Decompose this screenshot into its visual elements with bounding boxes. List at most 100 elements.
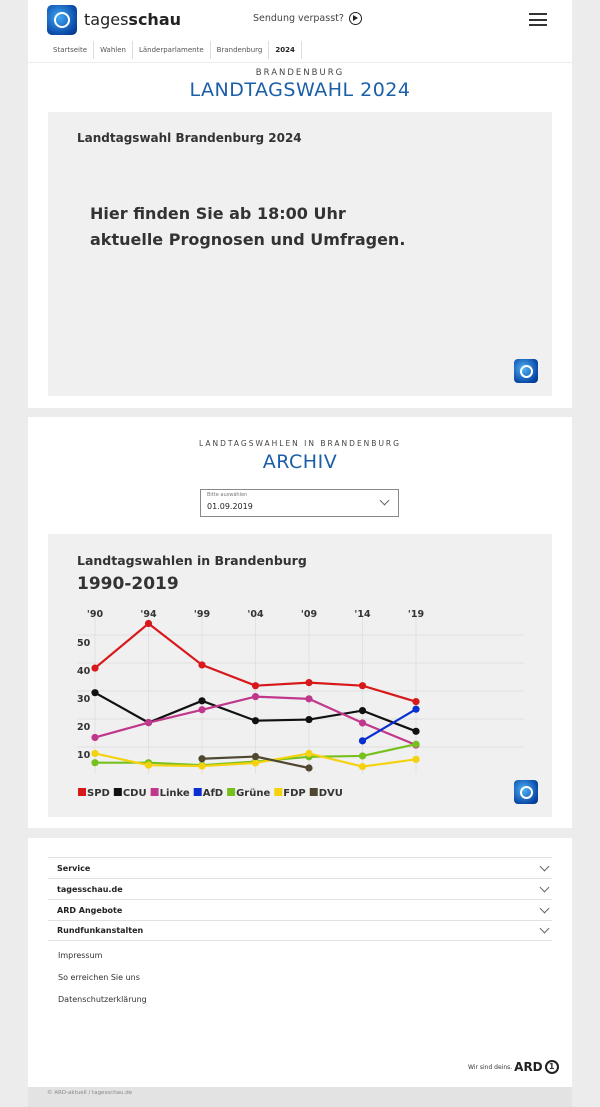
select-value: 01.09.2019	[207, 502, 253, 511]
crumb-2024: 2024	[269, 41, 302, 59]
legend-swatch-linke	[150, 788, 159, 796]
legend-swatch-grüne	[227, 788, 236, 796]
brand-bold: schau	[128, 10, 182, 29]
data-point-cdu	[412, 727, 420, 735]
data-point-spd	[412, 698, 420, 706]
section-kicker: BRANDENBURG	[255, 68, 345, 78]
menu-icon[interactable]	[529, 13, 547, 26]
accordion-ard-angebote[interactable]: ARD Angebote	[48, 899, 552, 920]
x-tick-label: '99	[194, 609, 210, 620]
data-point-fdp	[412, 755, 420, 763]
legend-label: Linke	[160, 788, 190, 799]
series-line-afd	[361, 708, 417, 742]
breadcrumb: Startseite Wahlen Länderparlamente Brand…	[47, 41, 302, 59]
crumb-laenderparlamente[interactable]: Länderparlamente	[133, 41, 211, 59]
ard-slogan: Wir sind deins.	[468, 1063, 513, 1071]
tagesschau-icon	[514, 359, 538, 383]
data-point-fdp	[251, 759, 260, 767]
crumb-startseite[interactable]: Startseite	[47, 41, 95, 59]
line-chart: Landtagswahlen in Brandenburg 1990-2019 …	[77, 553, 524, 799]
data-point-spd	[198, 661, 206, 669]
copyright: © ARD-aktuell / tagesschau.de	[47, 1090, 133, 1096]
chevron-down-icon	[539, 903, 550, 913]
legend-label: FDP	[283, 788, 305, 799]
data-point-grüne	[91, 759, 99, 767]
tagesschau-logo[interactable]	[47, 5, 77, 35]
chevron-down-icon	[539, 882, 550, 892]
chevron-down-icon	[539, 861, 550, 871]
tagesschau-icon	[514, 780, 538, 804]
copyright-bar: © ARD-aktuell / tagesschau.de	[28, 1087, 572, 1107]
data-point-spd	[144, 619, 153, 628]
results-placeholder: Landtagswahl Brandenburg 2024 Hier finde…	[48, 112, 552, 396]
ard-one-icon: 1	[544, 1060, 559, 1074]
archiv-kicker: LANDTAGSWAHLEN IN BRANDENBURG	[199, 439, 401, 448]
accordion-label: Rundfunkanstalten	[57, 926, 144, 935]
x-tick-label: '94	[140, 609, 157, 620]
chart-subtitle: 1990-2019	[77, 574, 179, 594]
data-point-linke	[305, 695, 313, 703]
crumb-brandenburg[interactable]: Brandenburg	[211, 41, 270, 59]
legend-swatch-dvu	[309, 788, 318, 796]
data-point-spd	[358, 682, 367, 690]
header	[28, 0, 572, 62]
box-title: Landtagswahl Brandenburg 2024	[77, 131, 302, 145]
data-point-dvu	[305, 764, 313, 772]
footer	[28, 838, 572, 1087]
link-impressum[interactable]: Impressum	[58, 951, 103, 960]
legend-label: CDU	[123, 788, 147, 799]
data-point-cdu	[251, 717, 260, 725]
legend-swatch-cdu	[113, 788, 122, 796]
legend-swatch-spd	[78, 788, 86, 796]
data-point-linke	[251, 693, 260, 701]
section-title: LANDTAGSWAHL 2024	[189, 79, 411, 101]
accordion-tagesschau[interactable]: tagesschau.de	[48, 878, 552, 899]
legend-label: AfD	[203, 788, 223, 799]
date-select[interactable]: Bitte auswählen 01.09.2019	[200, 489, 399, 517]
data-point-spd	[91, 664, 99, 672]
data-point-cdu	[305, 715, 313, 724]
y-tick-label: 40	[77, 666, 91, 677]
missed-show-link[interactable]: Sendung verpasst?	[253, 12, 362, 25]
link-datenschutz[interactable]: Datenschutzerklärung	[58, 995, 147, 1004]
data-point-linke	[358, 719, 367, 727]
ard-logo[interactable]: Wir sind deins. ARD 1	[468, 1060, 559, 1074]
y-tick-label: 10	[77, 750, 91, 761]
select-label: Bitte auswählen	[207, 492, 248, 498]
x-tick-label: '90	[87, 609, 104, 620]
x-tick-label: '09	[301, 609, 317, 620]
message-line-2: aktuelle Prognosen und Umfragen.	[90, 230, 406, 249]
chart-title: Landtagswahlen in Brandenburg	[77, 553, 307, 568]
crumb-wahlen[interactable]: Wahlen	[94, 41, 133, 59]
brand-light: tages	[84, 10, 129, 29]
y-tick-label: 20	[77, 722, 91, 733]
data-point-cdu	[91, 689, 99, 697]
link-kontakt[interactable]: So erreichen Sie uns	[58, 973, 140, 982]
ard-wordmark: ARD	[514, 1060, 543, 1074]
y-tick-label: 30	[77, 694, 91, 705]
data-point-linke	[144, 719, 153, 727]
accordion-service[interactable]: Service	[48, 857, 552, 878]
legend-swatch-fdp	[274, 788, 283, 796]
legend-label: Grüne	[236, 788, 270, 799]
accordion-label: ARD Angebote	[57, 905, 123, 915]
missed-label: Sendung verpasst?	[253, 13, 344, 24]
data-point-spd	[305, 679, 313, 687]
brand-name[interactable]: tagesschau	[84, 10, 181, 29]
archiv-title: ARCHIV	[262, 451, 338, 473]
accordion-label: tagesschau.de	[57, 884, 123, 894]
chevron-down-icon	[379, 495, 390, 506]
play-icon	[348, 12, 362, 25]
legend-label: SPD	[87, 788, 110, 799]
legend-label: DVU	[319, 788, 343, 799]
legend-swatch-afd	[193, 788, 202, 796]
chevron-down-icon	[539, 923, 550, 934]
y-tick-label: 50	[77, 638, 91, 649]
data-point-linke	[198, 706, 206, 714]
data-point-fdp	[305, 749, 313, 758]
data-point-afd	[358, 737, 367, 745]
data-point-fdp	[198, 762, 206, 770]
x-tick-label: '19	[408, 609, 424, 620]
accordion-rundfunkanstalten[interactable]: Rundfunkanstalten	[48, 920, 552, 941]
message-line-1: Hier finden Sie ab 18:00 Uhr	[90, 204, 346, 223]
